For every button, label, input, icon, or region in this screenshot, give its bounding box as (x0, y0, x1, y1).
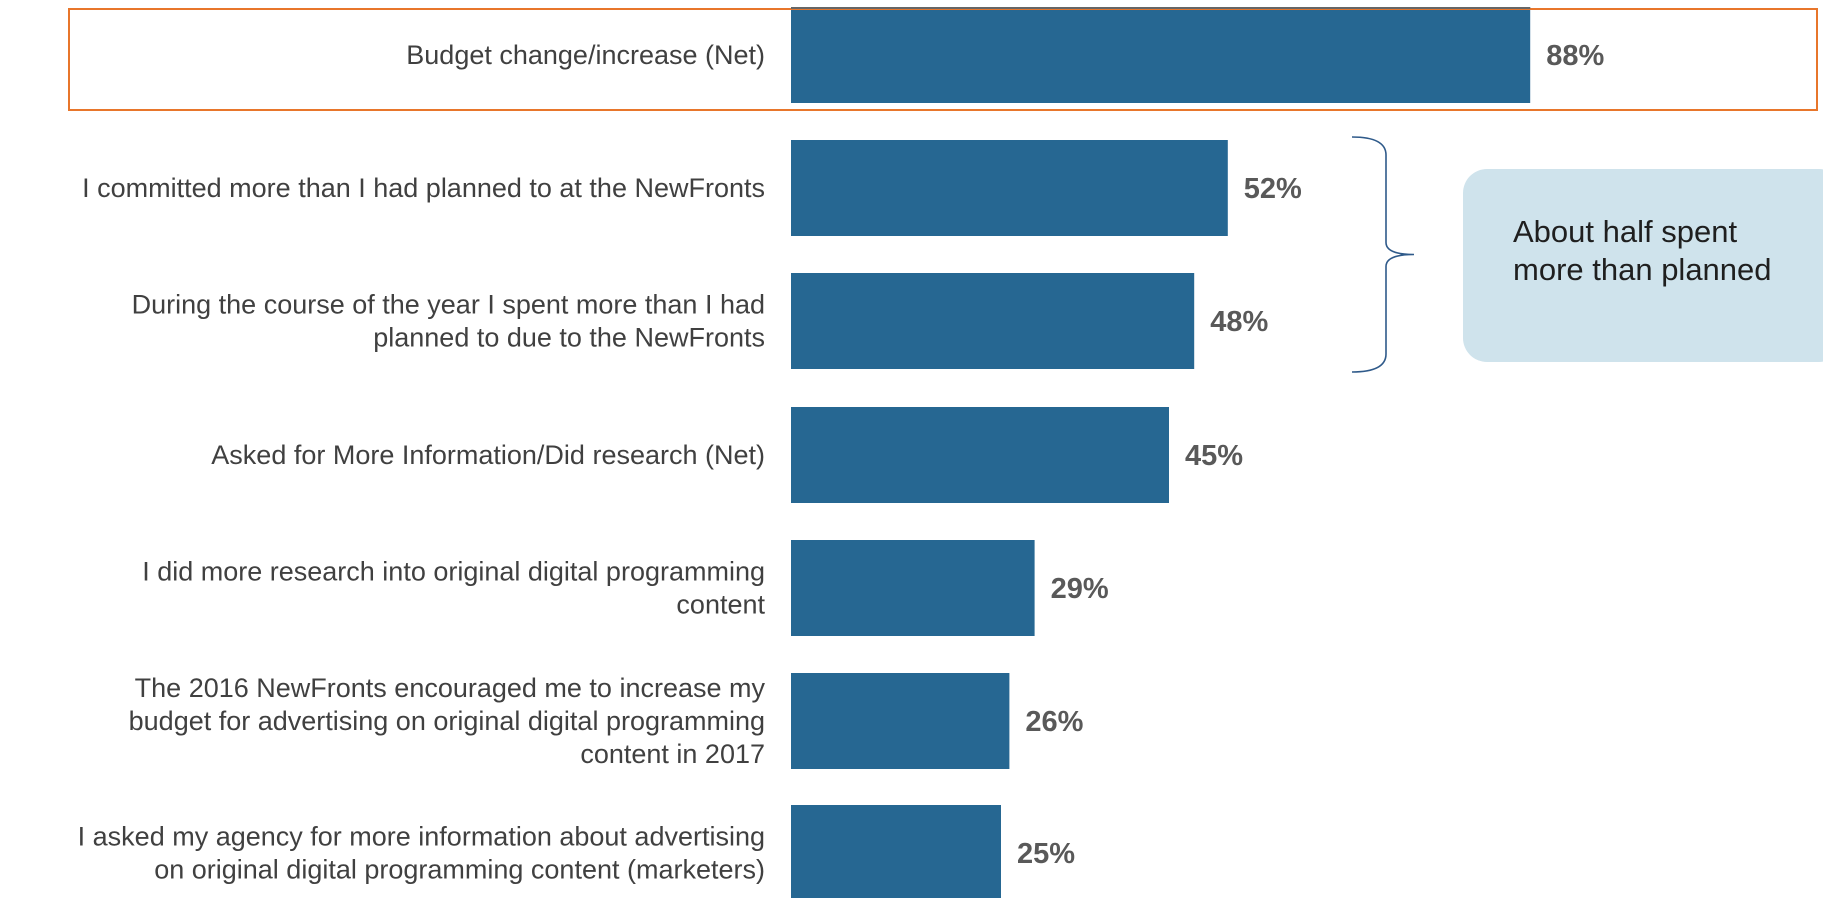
value-label: 26% (1025, 706, 1083, 738)
bar (791, 805, 1001, 898)
callout-box: About half spent more than planned (1463, 169, 1823, 362)
category-label: Budget change/increase (Net) (406, 40, 765, 70)
value-label: 88% (1546, 40, 1604, 72)
category-label: I did more research into original digita… (142, 557, 765, 587)
category-label: I asked my agency for more information a… (78, 822, 765, 852)
value-label: 48% (1210, 306, 1268, 338)
category-label: Asked for More Information/Did research … (211, 440, 765, 470)
value-label: 25% (1017, 838, 1075, 870)
category-label: I committed more than I had planned to a… (82, 173, 765, 203)
value-label: 45% (1185, 440, 1243, 472)
callout-text: About half spent more than planned (1513, 214, 1772, 287)
category-label: budget for advertising on original digit… (129, 706, 765, 736)
bar (791, 140, 1228, 236)
bar (791, 407, 1169, 503)
category-label: content (676, 590, 765, 620)
value-label: 52% (1244, 173, 1302, 205)
category-label: planned to due to the NewFronts (373, 323, 765, 353)
bar (791, 7, 1531, 103)
category-label: on original digital programming content … (154, 855, 765, 885)
category-label: The 2016 NewFronts encouraged me to incr… (135, 673, 766, 703)
category-label: content in 2017 (580, 739, 765, 769)
bar (791, 273, 1195, 369)
bracket (1351, 136, 1415, 373)
category-label: During the course of the year I spent mo… (132, 290, 765, 320)
bar (791, 673, 1010, 769)
value-label: 29% (1051, 573, 1109, 605)
bar (791, 540, 1035, 636)
